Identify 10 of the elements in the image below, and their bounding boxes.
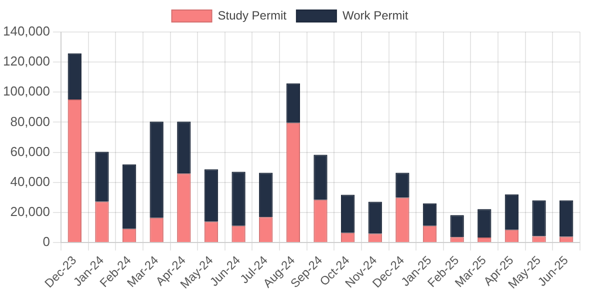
y-tick-label: 120,000 <box>2 54 50 69</box>
y-tick-label: 140,000 <box>2 24 50 39</box>
y-tick-label: 60,000 <box>10 144 50 159</box>
legend-label: Work Permit <box>342 8 409 22</box>
y-tick-label: 0 <box>42 234 50 250</box>
y-tick-label: 40,000 <box>10 174 50 189</box>
y-tick-label: 100,000 <box>2 84 50 99</box>
y-tick-label: 80,000 <box>10 114 50 129</box>
legend-label: Study Permit <box>218 8 288 22</box>
y-tick-label: 20,000 <box>10 204 50 220</box>
